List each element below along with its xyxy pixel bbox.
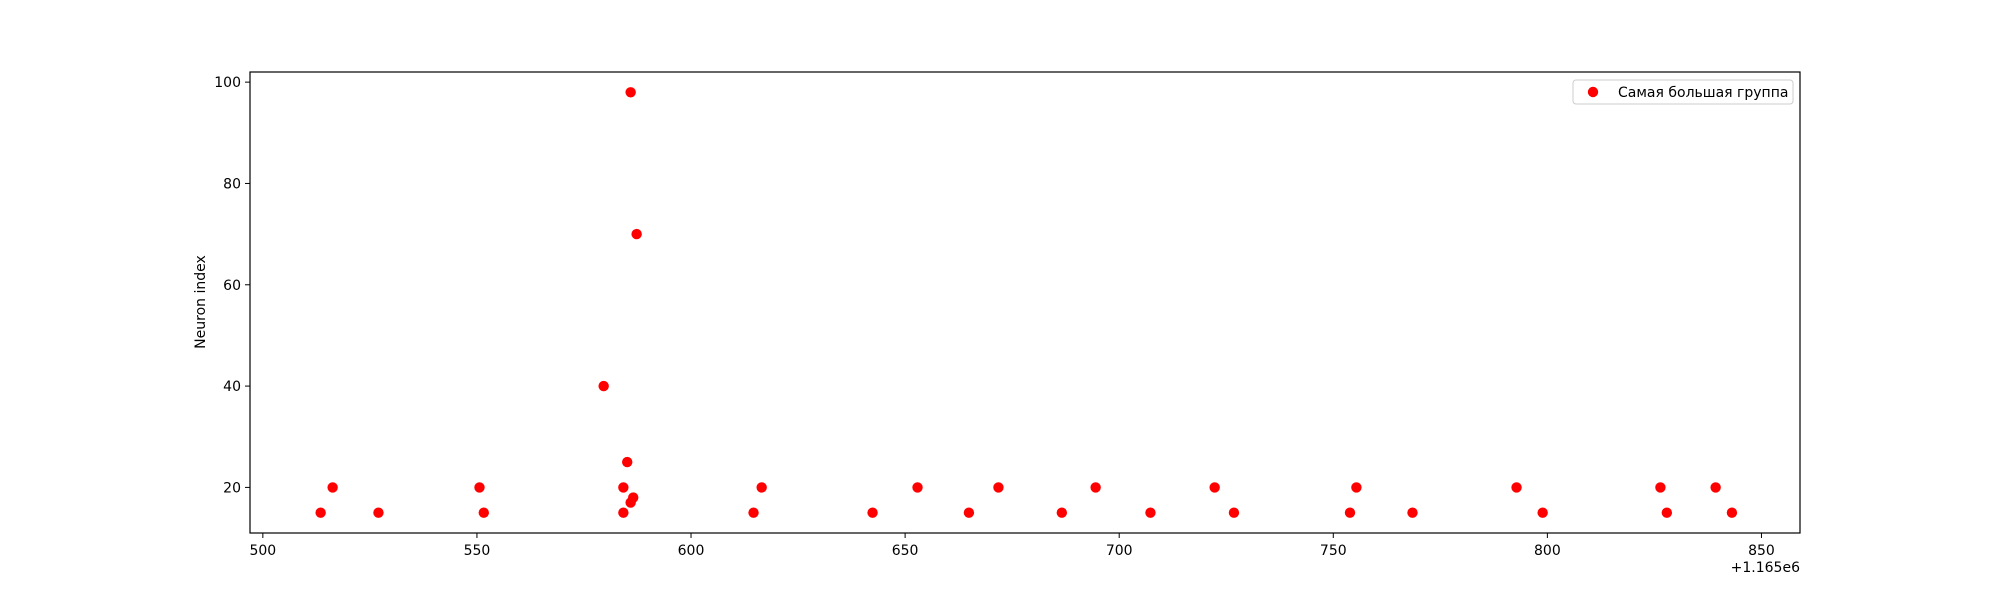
scatter-point xyxy=(1661,507,1673,518)
scatter-point xyxy=(1145,507,1156,518)
legend: Самая большая группа xyxy=(1572,79,1794,105)
scatter-point xyxy=(1344,507,1356,518)
scatter-point xyxy=(618,507,629,518)
x-tick-label: 650 xyxy=(892,543,919,559)
y-tick-label: 100 xyxy=(214,75,241,91)
x-tick-label: 800 xyxy=(1534,543,1561,559)
scatter-point xyxy=(867,507,878,518)
scatter-point xyxy=(963,507,975,518)
scatter-point xyxy=(1090,482,1101,493)
y-tick-label: 60 xyxy=(223,278,241,294)
scatter-point xyxy=(1407,507,1418,518)
scatter-point xyxy=(1209,482,1220,493)
plot-frame xyxy=(249,71,1801,534)
x-tick-label: 700 xyxy=(1106,543,1133,559)
legend-marker xyxy=(1587,86,1599,98)
scatter-point xyxy=(373,507,384,518)
scatter-points xyxy=(315,87,1738,518)
scatter-point xyxy=(1726,507,1738,518)
y-tick-label: 80 xyxy=(223,176,241,192)
scatter-point xyxy=(912,482,923,493)
scatter-point xyxy=(1710,482,1721,493)
scatter-point xyxy=(631,228,642,240)
x-offset-label: +1.165e6 xyxy=(1731,560,1800,576)
axis-ticks: 500 550 600 650 700 750 800 850 20 40 60 80 100 xyxy=(214,75,1775,559)
x-tick-label: 600 xyxy=(678,543,705,559)
x-tick-label: 850 xyxy=(1748,543,1775,559)
scatter-point xyxy=(1511,482,1522,493)
scatter-point xyxy=(622,456,633,468)
y-tick-label: 40 xyxy=(223,379,241,395)
scatter-point xyxy=(618,482,629,493)
legend-label: Самая большая группа xyxy=(1618,85,1788,101)
x-tick-label: 550 xyxy=(464,543,491,559)
scatter-point xyxy=(1351,482,1362,493)
scatter-point xyxy=(327,482,338,493)
scatter-point xyxy=(748,507,759,518)
legend-box xyxy=(1572,79,1794,105)
scatter-point xyxy=(1056,507,1068,518)
scatter-point xyxy=(993,482,1004,493)
scatter-point xyxy=(478,507,489,518)
scatter-point xyxy=(1537,507,1548,518)
scatter-point xyxy=(315,507,326,518)
scatter-point xyxy=(598,380,609,392)
scatter-point xyxy=(1655,482,1666,493)
scatter-point xyxy=(1228,507,1240,518)
scatter-point xyxy=(628,492,639,503)
y-axis-label: Neuron index xyxy=(193,255,209,349)
scatter-point xyxy=(474,482,485,493)
y-tick-label: 20 xyxy=(223,480,241,496)
x-tick-label: 500 xyxy=(249,543,276,559)
scatter-point xyxy=(756,482,767,493)
x-tick-label: 750 xyxy=(1320,543,1347,559)
scatter-point xyxy=(625,87,636,98)
